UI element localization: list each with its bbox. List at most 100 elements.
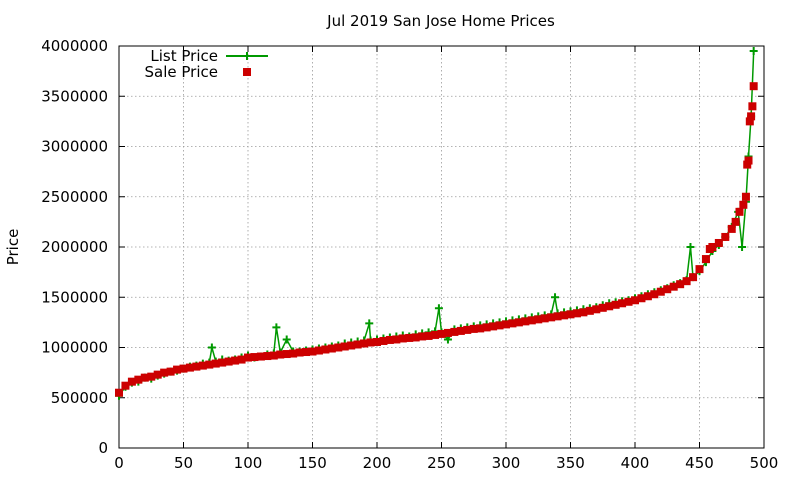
sale-price-point bbox=[701, 255, 710, 264]
sale-price-point bbox=[605, 302, 614, 311]
x-tick-label: 300 bbox=[492, 454, 521, 472]
sale-price-point bbox=[656, 287, 665, 296]
x-tick-label: 350 bbox=[556, 454, 585, 472]
list-price-point bbox=[686, 243, 695, 251]
sale-price-point bbox=[450, 327, 459, 336]
sale-price-point bbox=[121, 381, 130, 390]
sale-price-point bbox=[592, 305, 601, 314]
sale-price-point bbox=[650, 290, 659, 299]
sale-price-point bbox=[739, 200, 748, 209]
sale-price-point bbox=[747, 112, 756, 121]
list-price-point bbox=[282, 335, 291, 344]
x-tick-label: 0 bbox=[114, 454, 124, 472]
sale-price-point bbox=[624, 297, 633, 306]
sale-price-point bbox=[276, 350, 285, 359]
legend-marker-sale-price bbox=[243, 68, 251, 76]
sale-price-point bbox=[166, 367, 175, 376]
sale-price-point bbox=[250, 353, 259, 362]
sale-price-point bbox=[302, 348, 311, 357]
sale-price-point bbox=[418, 332, 427, 341]
sale-price-point bbox=[663, 285, 672, 294]
sale-price-point bbox=[695, 265, 704, 274]
sale-price-point bbox=[134, 375, 143, 384]
sale-price-point bbox=[179, 364, 188, 373]
sale-price-point bbox=[476, 324, 485, 333]
sale-price-point bbox=[527, 316, 536, 325]
sale-price-point bbox=[231, 356, 240, 365]
sale-price-point bbox=[463, 325, 472, 334]
sale-price-point bbox=[585, 306, 594, 315]
sale-price-point bbox=[489, 322, 498, 331]
y-tick-label: 3000000 bbox=[41, 138, 108, 156]
list-price-point bbox=[551, 293, 560, 302]
sale-price-point bbox=[540, 314, 549, 323]
legend: List Price Sale Price bbox=[145, 47, 268, 81]
sale-price-point bbox=[366, 338, 375, 347]
x-tick-label: 400 bbox=[621, 454, 650, 472]
y-tick-label: 2000000 bbox=[41, 238, 108, 256]
sale-price-point bbox=[618, 299, 627, 308]
sale-price-point bbox=[676, 280, 685, 289]
sale-price-point bbox=[295, 348, 304, 357]
sale-price-point bbox=[534, 315, 543, 324]
sale-price-point bbox=[385, 335, 394, 344]
sale-price-point bbox=[218, 358, 227, 367]
sale-price-point bbox=[334, 343, 343, 352]
sale-price-point bbox=[147, 372, 156, 381]
series-sale-price bbox=[115, 82, 758, 397]
sale-price-point bbox=[744, 156, 753, 165]
sale-price-point bbox=[508, 319, 517, 328]
sale-price-point bbox=[735, 207, 744, 216]
sale-price-point bbox=[495, 321, 504, 330]
y-tick-label: 3500000 bbox=[41, 87, 108, 105]
x-tick-label: 450 bbox=[685, 454, 714, 472]
sale-price-point bbox=[392, 335, 401, 344]
sale-price-point bbox=[256, 352, 265, 361]
sale-price-point bbox=[269, 351, 278, 360]
x-tick-label: 150 bbox=[298, 454, 327, 472]
sale-price-point bbox=[115, 388, 123, 397]
sale-price-point bbox=[456, 326, 465, 335]
sale-price-point bbox=[127, 377, 136, 386]
chart-title: Jul 2019 San Jose Home Prices bbox=[326, 12, 555, 30]
sale-price-point bbox=[708, 243, 717, 251]
y-tick-label: 1500000 bbox=[41, 288, 108, 306]
axis-ticks: 0 50 100 150 200 250 300 350 400 450 500 0 500000 100… bbox=[41, 37, 778, 472]
sale-price-point bbox=[469, 324, 478, 333]
sale-price-point bbox=[669, 282, 678, 291]
list-price-point bbox=[207, 343, 216, 352]
sale-price-point bbox=[431, 330, 440, 339]
list-price-point bbox=[738, 243, 747, 251]
sale-price-point bbox=[482, 323, 491, 332]
y-axis-label: Price bbox=[4, 229, 22, 266]
sale-price-point bbox=[308, 347, 317, 356]
sale-price-point bbox=[611, 300, 620, 309]
sale-price-point bbox=[553, 312, 562, 321]
y-tick-label: 2500000 bbox=[41, 188, 108, 206]
sale-price-point bbox=[745, 117, 754, 126]
sale-price-point bbox=[689, 273, 698, 282]
y-tick-label: 500000 bbox=[51, 389, 108, 407]
sale-price-point bbox=[340, 342, 349, 351]
sale-price-point bbox=[749, 82, 758, 91]
sale-price-point bbox=[743, 160, 752, 169]
sale-price-point bbox=[572, 309, 581, 318]
x-tick-label: 50 bbox=[174, 454, 193, 472]
sale-price-point bbox=[631, 296, 639, 305]
sale-price-point bbox=[502, 320, 510, 329]
sale-price-point bbox=[731, 217, 740, 226]
sale-price-point bbox=[643, 292, 652, 301]
sale-price-point bbox=[514, 318, 523, 327]
sale-price-point bbox=[224, 357, 233, 366]
sale-price-point bbox=[237, 355, 246, 364]
sale-price-point bbox=[211, 359, 220, 368]
sale-price-point bbox=[140, 373, 149, 382]
sale-price-point bbox=[682, 277, 691, 286]
sale-price-point bbox=[379, 336, 388, 345]
grid bbox=[119, 46, 764, 448]
y-tick-label: 4000000 bbox=[41, 37, 108, 55]
sale-price-point bbox=[521, 317, 530, 326]
sale-price-point bbox=[748, 102, 757, 111]
sale-price-point bbox=[579, 308, 588, 317]
legend-label-list-price: List Price bbox=[150, 47, 218, 65]
